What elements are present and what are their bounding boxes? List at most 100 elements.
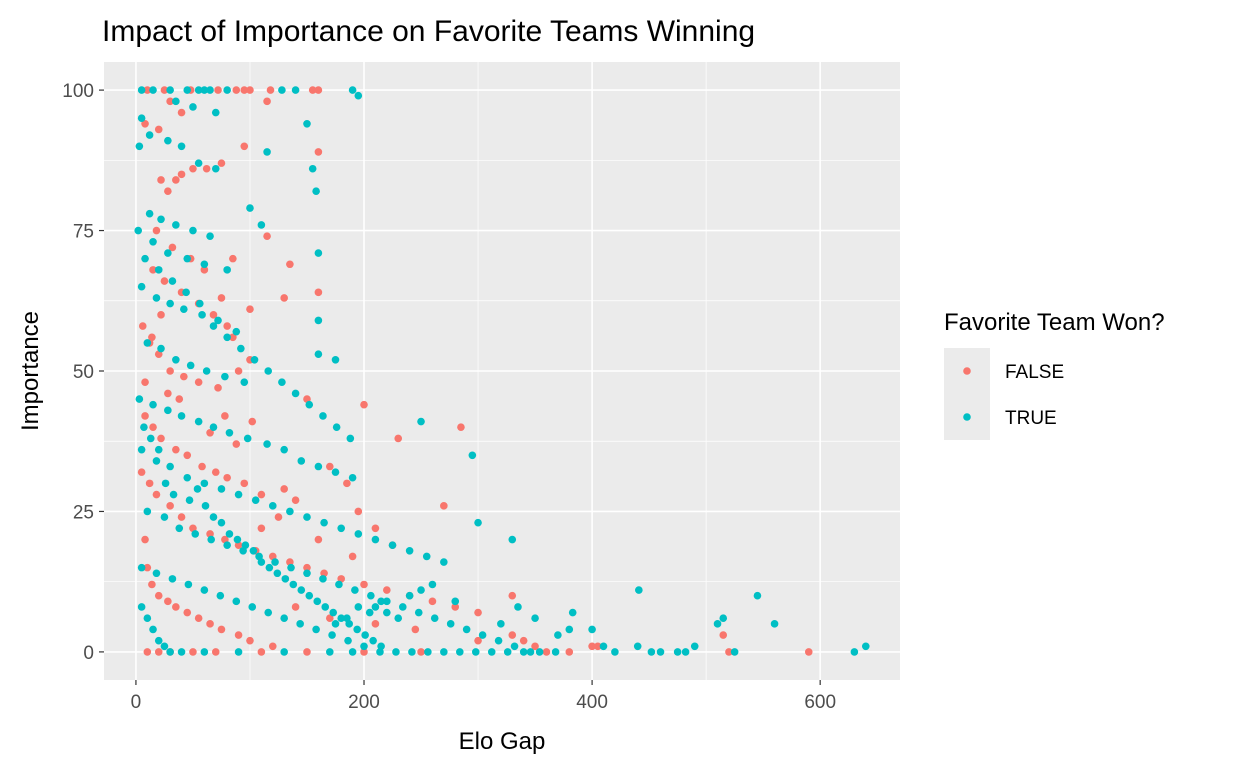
point-true	[169, 490, 178, 499]
point-true	[251, 496, 260, 505]
point-true	[291, 389, 300, 398]
point-true	[296, 620, 304, 628]
point-false	[164, 187, 172, 196]
point-true	[246, 204, 254, 212]
point-true	[325, 648, 334, 656]
point-false	[314, 288, 323, 297]
point-false	[266, 86, 275, 94]
point-true	[850, 648, 859, 656]
point-false	[223, 473, 231, 482]
point-true	[211, 164, 220, 173]
point-true	[371, 603, 380, 611]
point-true	[280, 445, 288, 454]
point-false	[257, 648, 266, 656]
point-false	[143, 86, 152, 94]
point-true	[202, 367, 211, 375]
point-true	[354, 91, 363, 100]
point-true	[551, 648, 560, 656]
point-false	[149, 266, 157, 274]
point-true	[157, 344, 165, 353]
point-false	[593, 642, 602, 651]
point-true	[134, 226, 143, 235]
chart-title: Impact of Importance on Favorite Teams W…	[102, 15, 755, 48]
point-true	[145, 209, 154, 218]
point-true	[263, 148, 271, 156]
point-false	[348, 552, 357, 561]
point-false	[166, 502, 174, 510]
point-false	[268, 642, 277, 651]
point-true	[519, 648, 528, 656]
point-true	[177, 648, 186, 656]
point-true	[184, 580, 193, 589]
point-false	[209, 311, 218, 319]
point-true	[440, 648, 448, 656]
point-true	[446, 620, 455, 628]
point-true	[141, 254, 149, 263]
point-true	[281, 575, 290, 583]
point-true	[152, 569, 161, 578]
point-true	[353, 625, 361, 634]
point-false	[138, 322, 147, 330]
point-true	[861, 642, 870, 651]
point-true	[329, 608, 338, 617]
point-true	[337, 524, 346, 533]
point-true	[157, 215, 165, 224]
point-true	[383, 608, 391, 617]
point-true	[221, 372, 229, 381]
point-false	[360, 580, 368, 589]
point-true	[321, 603, 330, 611]
point-true	[195, 299, 204, 308]
point-true	[383, 597, 391, 606]
point-true	[313, 597, 322, 606]
point-true	[183, 86, 192, 94]
point-false	[257, 490, 266, 499]
point-true	[319, 412, 327, 420]
point-false	[371, 524, 380, 533]
point-true	[164, 249, 172, 257]
point-false	[177, 513, 186, 521]
point-true	[297, 586, 306, 594]
point-true	[193, 485, 202, 493]
legend: Favorite Team Won? FALSE TRUE	[944, 309, 1165, 440]
point-true	[207, 535, 215, 544]
point-true	[647, 648, 656, 656]
point-true	[172, 221, 180, 229]
point-true	[241, 541, 250, 549]
point-false	[240, 479, 249, 488]
point-true	[166, 299, 174, 308]
point-true	[535, 648, 544, 656]
point-true	[367, 591, 375, 600]
point-true	[514, 603, 522, 611]
point-true	[510, 642, 519, 651]
point-true	[250, 355, 259, 364]
point-true	[223, 541, 231, 549]
point-false	[411, 625, 420, 634]
point-true	[160, 513, 169, 521]
point-false	[137, 468, 146, 476]
point-true	[308, 164, 317, 173]
point-true	[422, 552, 431, 561]
point-true	[172, 97, 180, 106]
point-true	[719, 614, 728, 622]
point-true	[164, 406, 172, 415]
point-false	[200, 266, 209, 274]
point-true	[135, 142, 144, 151]
point-true	[198, 311, 206, 319]
point-true	[206, 232, 214, 240]
point-true	[494, 636, 503, 645]
point-true	[240, 378, 249, 387]
point-true	[237, 344, 245, 353]
point-false	[325, 614, 334, 622]
point-true	[303, 569, 311, 578]
point-false	[141, 535, 149, 544]
point-true	[137, 86, 146, 94]
point-true	[297, 457, 306, 465]
x-axis-ticks: 0 200 400 600	[131, 680, 836, 713]
point-true	[287, 563, 295, 572]
point-false	[248, 417, 257, 426]
point-true	[149, 86, 157, 94]
point-true	[335, 580, 343, 589]
point-true	[456, 648, 464, 656]
point-true	[554, 631, 562, 639]
point-false	[234, 631, 243, 639]
